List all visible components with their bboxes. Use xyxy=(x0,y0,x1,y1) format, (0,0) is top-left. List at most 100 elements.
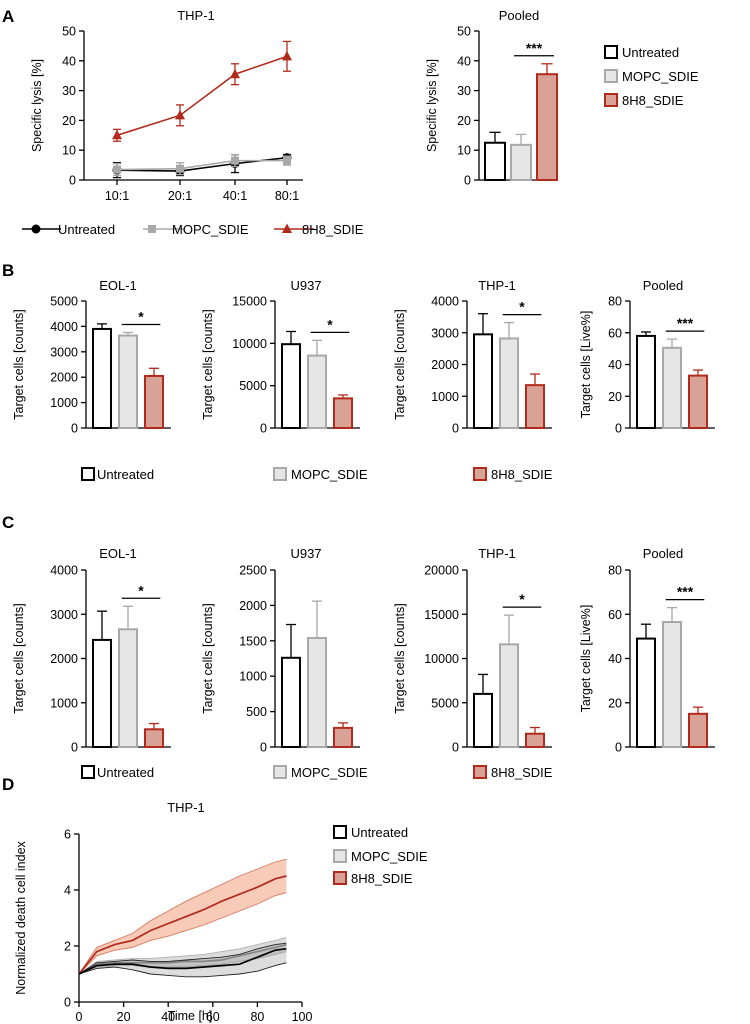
chart-title: Pooled xyxy=(643,546,683,561)
bar-h8 xyxy=(525,732,545,748)
y-tick-label: 2 xyxy=(64,940,71,954)
legend-label-untreated: Untreated xyxy=(97,765,154,780)
confidence-band-h8 xyxy=(79,859,287,974)
band-lower-h8 xyxy=(78,892,287,975)
y-tick-label: 10000 xyxy=(424,652,459,666)
chart-title: EOL-1 xyxy=(99,278,137,293)
bar-h8 xyxy=(333,397,353,430)
bar-untreated xyxy=(636,334,656,429)
legend-swatch-h8 xyxy=(604,93,618,107)
band-upper-mopc xyxy=(78,937,287,975)
x-tick-label: 10:1 xyxy=(105,189,129,203)
legend-label-h8: 8H8_SDIE xyxy=(491,467,553,482)
y-tick-label: 3000 xyxy=(50,345,78,359)
y-tick-label: 4 xyxy=(64,884,71,898)
y-tick-label: 0 xyxy=(452,741,459,755)
data-point-mopc xyxy=(113,165,121,174)
y-tick-label: 10000 xyxy=(232,337,267,351)
y-tick-label: 4000 xyxy=(50,564,78,578)
chart-title: THP-1 xyxy=(478,546,516,561)
legend-marker-mopc xyxy=(148,225,156,233)
y-axis-label: Specific lysis [%] xyxy=(30,59,44,152)
series-line-untreated xyxy=(78,947,287,975)
legend-label-untreated: Untreated xyxy=(58,222,115,237)
y-tick-label: 2500 xyxy=(239,564,267,578)
legend-swatch-mopc xyxy=(604,69,618,83)
x-tick-label: 40 xyxy=(161,1010,175,1024)
bar-mopc xyxy=(499,337,519,429)
y-tick-label: 30 xyxy=(457,84,471,98)
y-tick-label: 10 xyxy=(62,144,76,158)
legend-swatch-h8 xyxy=(473,765,487,779)
data-point-h8 xyxy=(230,68,240,79)
bar-h8 xyxy=(688,374,708,429)
bar-untreated xyxy=(92,327,112,429)
y-axis-label: Target cells [counts] xyxy=(393,309,407,419)
legend-label-h8: 8H8_SDIE xyxy=(622,93,684,108)
y-tick-label: 20 xyxy=(62,114,76,128)
y-tick-label: 4000 xyxy=(50,320,78,334)
bar-chart-C1: EOL-1 0 1000 2000 3000 4000 Target cells [coun… xyxy=(12,546,171,755)
y-tick-label: 40 xyxy=(608,358,622,372)
y-tick-label: 40 xyxy=(608,652,622,666)
y-tick-label: 20 xyxy=(457,114,471,128)
y-tick-label: 3000 xyxy=(50,608,78,622)
y-axis-label: Target cells [counts] xyxy=(201,603,215,713)
chart-title: Pooled xyxy=(643,278,683,293)
series-line-mopc xyxy=(116,159,287,171)
y-tick-label: 1000 xyxy=(431,390,459,404)
y-tick-label: 5000 xyxy=(50,295,78,309)
band-lower-mopc xyxy=(78,951,287,975)
band-lower-untreated xyxy=(78,962,287,978)
y-tick-label: 2000 xyxy=(431,358,459,372)
y-tick-label: 0 xyxy=(260,422,267,436)
legend-label-mopc: MOPC_SDIE xyxy=(351,849,428,864)
y-tick-label: 2000 xyxy=(50,652,78,666)
chart-title: U937 xyxy=(290,278,321,293)
x-tick-label: 40:1 xyxy=(223,189,247,203)
band-upper-untreated xyxy=(78,942,287,975)
x-tick-label: 100 xyxy=(292,1010,313,1024)
area-chart-thp1: THP-1 0 2 4 6 Normalized death cell index 0 20 4… xyxy=(14,800,312,1024)
significance-marker: * xyxy=(519,591,525,607)
y-tick-label: 6 xyxy=(64,828,71,842)
significance-marker: *** xyxy=(677,584,694,600)
chart-title: THP-1 xyxy=(478,278,516,293)
y-axis-label: Target cells [Live%] xyxy=(579,605,593,713)
bar-mopc xyxy=(662,346,682,429)
x-axis-label: Time [h] xyxy=(168,1009,213,1023)
x-tick-label: 60 xyxy=(206,1010,220,1024)
y-tick-label: 0 xyxy=(464,174,471,188)
legend-swatch-mopc xyxy=(333,849,347,863)
chart-title: EOL-1 xyxy=(99,546,137,561)
legend-marker-untreated xyxy=(31,224,41,234)
y-tick-label: 80 xyxy=(608,564,622,578)
panel-label-c: C xyxy=(2,513,14,532)
y-axis-label: Normalized death cell index xyxy=(14,840,28,994)
panel-label-d: D xyxy=(2,775,14,794)
legend-swatch-untreated xyxy=(81,765,95,779)
legend-label-h8: 8H8_SDIE xyxy=(302,222,364,237)
bar-chart-B3: THP-1 0 1000 2000 3000 4000 Target cells [coun… xyxy=(393,278,552,436)
data-point-mopc xyxy=(283,156,291,165)
y-tick-label: 0 xyxy=(452,422,459,436)
legend-swatch-h8 xyxy=(473,467,487,481)
legend-label-untreated: Untreated xyxy=(97,467,154,482)
y-tick-label: 50 xyxy=(62,25,76,39)
panel-label-b: B xyxy=(2,261,14,280)
chart-title: Pooled xyxy=(499,8,539,23)
bar-h8 xyxy=(536,73,558,181)
series-line-mopc xyxy=(78,943,287,975)
legend-swatch-mopc xyxy=(273,765,287,779)
panel-label-a: A xyxy=(2,7,14,26)
legend-pooled: Untreated MOPC_SDIE 8H8_SDIE xyxy=(604,45,699,108)
legend-label-mopc: MOPC_SDIE xyxy=(172,222,249,237)
y-tick-label: 2000 xyxy=(239,599,267,613)
bar-mopc xyxy=(499,643,519,749)
y-tick-label: 60 xyxy=(608,326,622,340)
bar-mopc xyxy=(307,636,327,749)
y-axis-label: Target cells [counts] xyxy=(393,603,407,713)
y-tick-label: 40 xyxy=(457,54,471,68)
y-tick-label: 4000 xyxy=(431,295,459,309)
